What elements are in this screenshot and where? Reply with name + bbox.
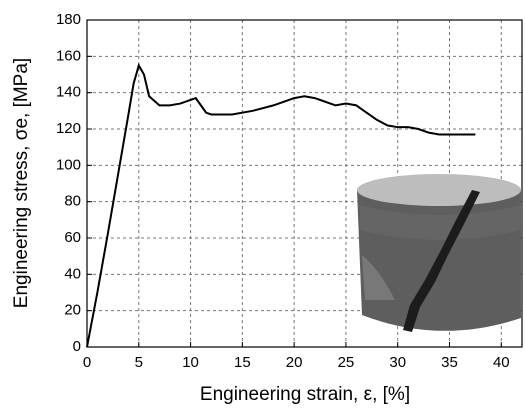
y-tick-label: 120 (56, 120, 81, 137)
y-tick-label: 180 (56, 11, 81, 28)
y-tick-label: 80 (64, 193, 81, 210)
x-tick-label: 30 (389, 354, 406, 371)
x-tick-label: 40 (493, 354, 510, 371)
x-tick-label: 0 (83, 354, 91, 371)
x-tick-label: 25 (338, 354, 355, 371)
y-tick-label: 20 (64, 302, 81, 319)
x-tick-label: 15 (234, 354, 251, 371)
y-axis-label: Engineering stress, σe, [MPa] (11, 58, 32, 308)
x-axis-label: Engineering strain, ε, [%] (200, 384, 410, 405)
y-tick-label: 0 (73, 338, 81, 355)
plot-frame (86, 19, 523, 348)
specimen-photo (357, 174, 521, 332)
y-tick-label: 40 (64, 265, 81, 282)
y-tick-label: 60 (64, 229, 81, 246)
x-tick-label: 20 (286, 354, 303, 371)
data-line (86, 62, 476, 348)
x-tick-label: 5 (135, 354, 143, 371)
y-tick-label: 140 (56, 84, 81, 101)
y-tick-label: 160 (56, 47, 81, 64)
y-tick-label: 100 (56, 156, 81, 173)
x-tick-label: 10 (182, 354, 199, 371)
x-tick-label: 35 (441, 354, 458, 371)
